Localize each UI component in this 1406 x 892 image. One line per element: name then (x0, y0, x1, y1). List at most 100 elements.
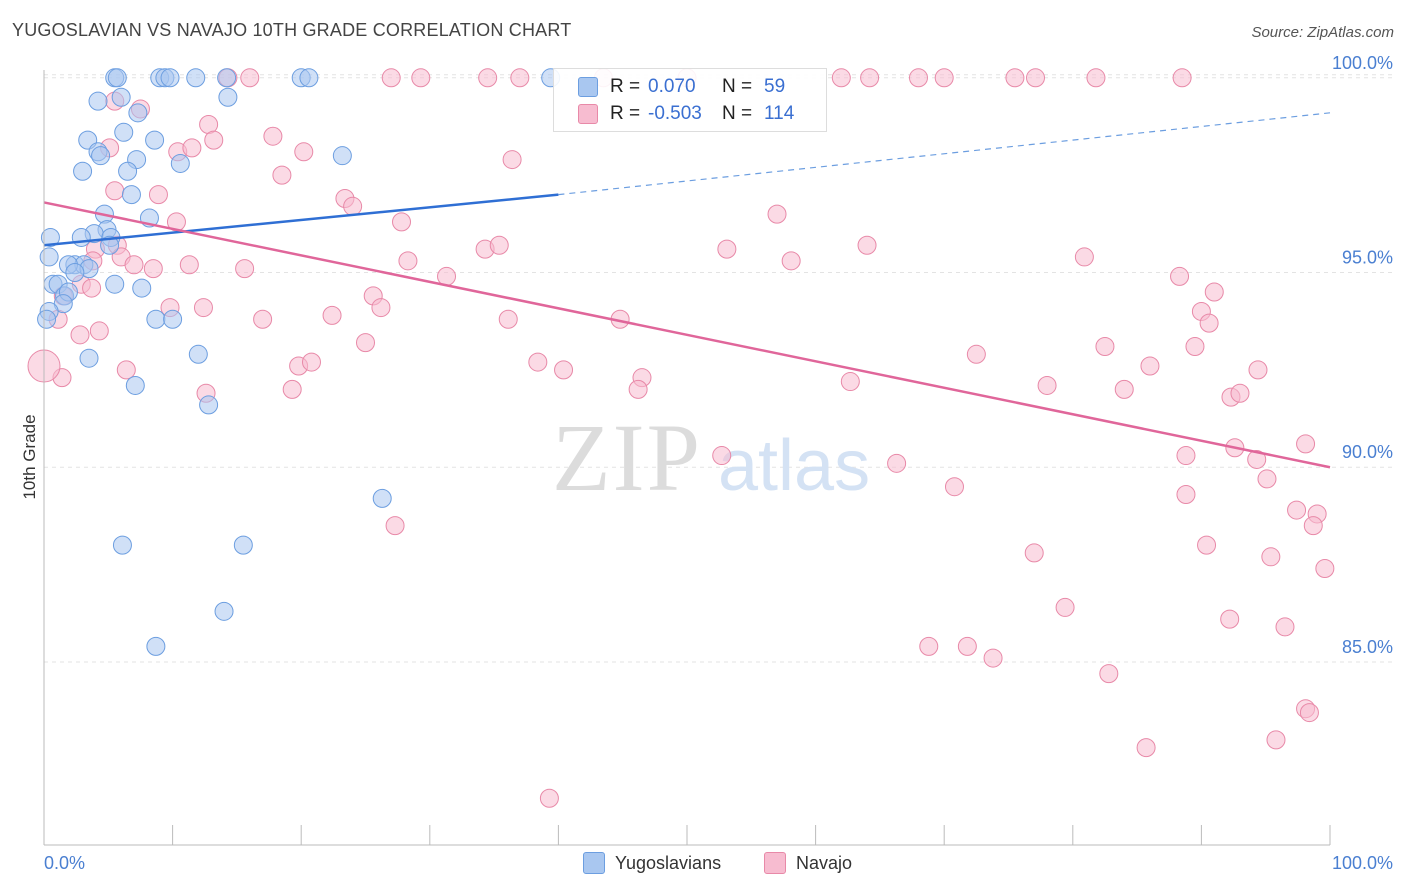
data-point (82, 278, 102, 298)
data-point (125, 375, 145, 395)
data-point (831, 68, 851, 88)
data-point (186, 68, 206, 88)
data-point (343, 196, 363, 216)
data-point (100, 235, 120, 255)
legend-swatch-yugoslavians (583, 852, 605, 874)
data-point (717, 239, 737, 259)
data-point (1185, 337, 1205, 357)
data-point (105, 274, 125, 294)
data-point (73, 161, 93, 181)
y-tick-label: 90.0% (1342, 442, 1393, 462)
gridlines (44, 74, 1392, 663)
data-point (233, 535, 253, 555)
legend-r-value: -0.503 (648, 103, 702, 124)
data-point (179, 255, 199, 275)
series-label: Navajo (796, 852, 853, 873)
data-point (1204, 282, 1224, 302)
yugoslavian-points (37, 68, 561, 656)
data-point (1197, 535, 1217, 555)
data-point (1086, 68, 1106, 88)
data-point (121, 185, 141, 205)
data-point (294, 142, 314, 162)
x-tick-label-min: 0.0% (44, 853, 85, 873)
data-point (91, 146, 111, 166)
data-point (65, 263, 85, 283)
data-point (163, 309, 183, 329)
data-point (148, 185, 168, 205)
data-point (1303, 516, 1323, 536)
data-point (489, 235, 509, 255)
data-point (114, 122, 134, 142)
data-point (322, 305, 342, 325)
data-point (1136, 738, 1156, 758)
data-point (118, 161, 138, 181)
trend-lines (43, 112, 1331, 469)
legend-r-label: R = (610, 103, 641, 124)
y-tick-label: 100.0% (1332, 53, 1393, 73)
data-point (1247, 449, 1267, 469)
data-point (1176, 446, 1196, 466)
legend-n-label: N = (722, 76, 753, 97)
series-legend-yugoslavians[interactable]: Yugoslavians (583, 852, 721, 874)
correlation-legend: R = 0.070 N = 59 R = -0.503 N = 114 (553, 68, 827, 132)
data-point (160, 68, 180, 88)
data-point (218, 87, 238, 107)
data-point (510, 68, 530, 88)
legend-n-label: N = (722, 103, 753, 124)
data-point (1055, 597, 1075, 617)
data-point (107, 68, 127, 88)
data-point (37, 309, 57, 329)
data-point (105, 181, 125, 201)
data-point (128, 103, 148, 123)
yugoslavian-trend-line (43, 193, 559, 247)
data-point (145, 130, 165, 150)
data-point (112, 535, 132, 555)
data-point (381, 68, 401, 88)
y-axis-title: 10th Grade (20, 414, 39, 499)
data-point (193, 298, 213, 318)
data-point (983, 648, 1003, 668)
navajo-trend-line (43, 201, 1331, 469)
legend-n-value: 114 (764, 103, 795, 124)
source-label: Source: ZipAtlas.com (1251, 24, 1394, 41)
data-point (332, 146, 352, 166)
data-point (371, 298, 391, 318)
data-point (39, 247, 59, 267)
data-point (1315, 558, 1335, 578)
data-point (1261, 547, 1281, 567)
y-tick-label: 85.0% (1342, 637, 1393, 657)
series-legend-navajo[interactable]: Navajo (764, 852, 852, 874)
axes (43, 70, 1331, 846)
data-point (70, 325, 90, 345)
data-point (767, 204, 787, 224)
data-point (170, 153, 190, 173)
data-point (372, 488, 392, 508)
legend-swatch-yugoslavians (578, 77, 598, 97)
data-point (781, 251, 801, 271)
data-point (235, 259, 255, 279)
data-point (860, 68, 880, 88)
y-tick-label: 95.0% (1342, 248, 1393, 268)
data-point (1266, 730, 1286, 750)
data-point (887, 453, 907, 473)
data-point (1287, 500, 1307, 520)
data-point (272, 165, 292, 185)
chart-title: YUGOSLAVIAN VS NAVAJO 10TH GRADE CORRELA… (12, 20, 572, 40)
data-point (934, 68, 954, 88)
watermark-zip: ZIP (552, 404, 702, 511)
legend-row-yugoslavians: R = 0.070 N = 59 (578, 75, 785, 99)
data-point (919, 636, 939, 656)
data-point (299, 68, 319, 88)
data-point (240, 68, 260, 88)
data-point (1026, 68, 1046, 88)
data-point (1230, 383, 1250, 403)
data-point (539, 788, 559, 808)
data-point (908, 68, 928, 88)
data-point (1199, 313, 1219, 333)
watermark-atlas: atlas (718, 426, 870, 506)
data-point (528, 352, 548, 372)
data-point (554, 360, 574, 380)
data-point (124, 255, 144, 275)
data-point (1176, 484, 1196, 504)
data-point (1220, 609, 1240, 629)
